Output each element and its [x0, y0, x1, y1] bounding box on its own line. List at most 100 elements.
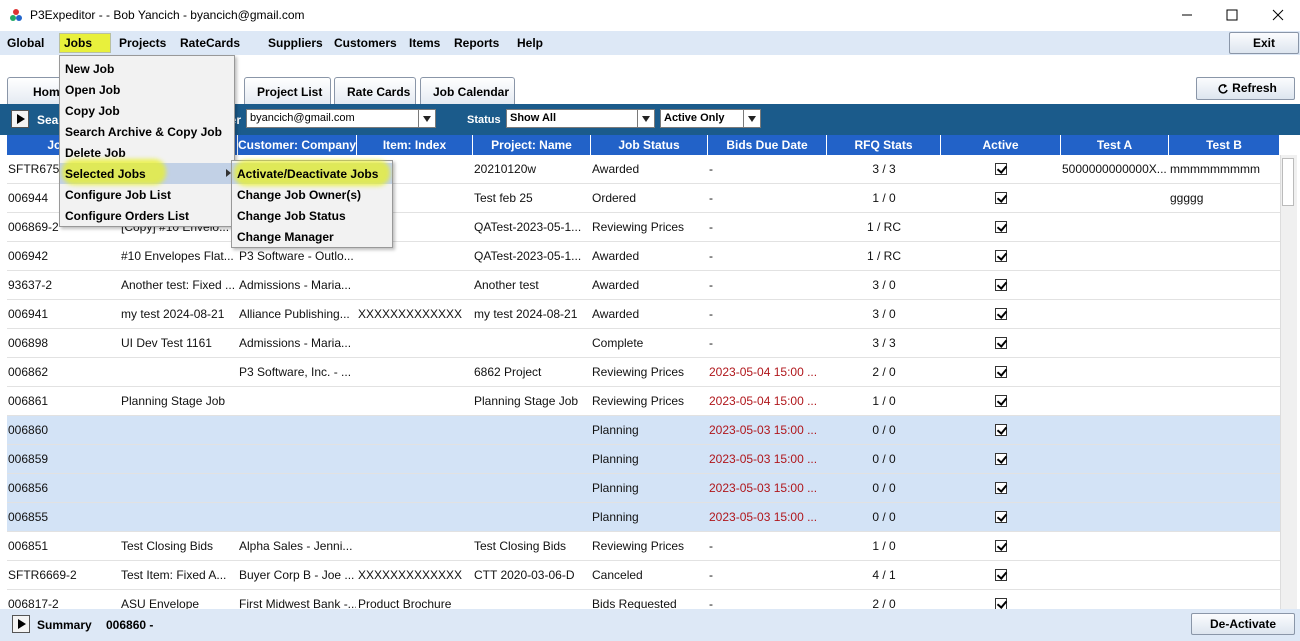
table-row[interactable]: 006941 my test 2024-08-21 Alliance Publish… [7, 300, 1280, 329]
table-row[interactable]: 006898 UI Dev Test 1161 Admissions - Maria… [7, 329, 1280, 358]
active-checkbox[interactable] [995, 453, 1007, 465]
window-controls[interactable] [1170, 0, 1300, 31]
table-cell: Complete [592, 336, 644, 350]
active-checkbox[interactable] [995, 395, 1007, 407]
owner-select[interactable]: byancich@gmail.com [246, 109, 436, 128]
menu-item[interactable]: Copy Job [65, 104, 120, 118]
active-checkbox[interactable] [995, 221, 1007, 233]
menu-item[interactable]: Jobs [64, 36, 93, 50]
table-cell: 2023-05-03 15:00 ... [709, 481, 818, 495]
table-cell: P3 Software, Inc. - ... [239, 365, 352, 379]
table-cell: 0 / 0 [872, 452, 896, 466]
dropdown-arrow [637, 110, 654, 127]
table-cell: Awarded [592, 162, 640, 176]
table-cell: 006859 [8, 452, 49, 466]
table-cell: - [709, 220, 713, 234]
column-header: Project: Name [473, 135, 591, 155]
menu-item[interactable]: Selected Jobs [65, 167, 146, 181]
column-header: RFQ Stats [827, 135, 941, 155]
table-cell: my test 2024-08-21 [121, 307, 225, 321]
table-cell: 1 / 0 [872, 191, 896, 205]
active-checkbox[interactable] [995, 424, 1007, 436]
active-checkbox[interactable] [995, 308, 1007, 320]
refresh-button[interactable]: Refresh [1196, 77, 1295, 100]
tab[interactable]: Project List [244, 77, 331, 104]
table-cell: - [709, 307, 713, 321]
table-row[interactable]: 006861 Planning Stage Job Planning Stage J… [7, 387, 1280, 416]
table-cell: 1 / RC [866, 249, 901, 263]
active-checkbox[interactable] [995, 337, 1007, 349]
deactivate-button[interactable]: De-Activate [1191, 613, 1295, 635]
menu-item[interactable]: Change Job Owner(s) [237, 188, 362, 202]
play-button[interactable] [11, 110, 29, 128]
table-cell: - [709, 336, 713, 350]
menu-item[interactable]: Customers [334, 36, 397, 50]
active-checkbox[interactable] [995, 569, 1007, 581]
menu-item[interactable]: Search Archive & Copy Job [65, 125, 222, 139]
table-cell: Another test: Fixed ... [121, 278, 236, 292]
table-row[interactable]: 006862 P3 Software, Inc. - ... 6862 Projec… [7, 358, 1280, 387]
menu-item[interactable]: Reports [454, 36, 500, 50]
table-cell: #10 Envelopes Flat... [121, 249, 234, 263]
menu-item[interactable]: Configure Orders List [65, 209, 190, 223]
menu-item[interactable]: Activate/Deactivate Jobs [237, 167, 379, 181]
table-row[interactable]: 006942 #10 Envelopes Flat... P3 Software -… [7, 242, 1280, 271]
table-cell: 006898 [8, 336, 49, 350]
table-cell: 0 / 0 [872, 423, 896, 437]
active-checkbox[interactable] [995, 192, 1007, 204]
table-cell: 006869-2 [8, 220, 59, 234]
table-row[interactable]: 006817-2 ASU Envelope First Midwest Bank -… [7, 590, 1280, 609]
table-cell: 0 / 0 [872, 481, 896, 495]
table-row[interactable]: 006860 Planning 2023-05-03 15:00 ... 0 / 0 [7, 416, 1280, 445]
menu-item[interactable]: Configure Job List [65, 188, 171, 202]
summary-value: 006860 - [106, 618, 154, 632]
menu-item[interactable]: Suppliers [268, 36, 323, 50]
table-cell: Admissions - Maria... [239, 278, 352, 292]
table-cell: Awarded [592, 278, 640, 292]
table-row[interactable]: 93637-2 Another test: Fixed ... Admissions… [7, 271, 1280, 300]
table-cell: - [709, 249, 713, 263]
menu-item[interactable]: Change Job Status [237, 209, 346, 223]
table-row[interactable]: 006856 Planning 2023-05-03 15:00 ... 0 / 0 [7, 474, 1280, 503]
table-cell: 4 / 1 [872, 568, 896, 582]
active-checkbox[interactable] [995, 598, 1007, 609]
status-bar: Summary 006860 - De-Activate [0, 609, 1300, 641]
menu-item[interactable]: New Job [65, 62, 115, 76]
table-cell: Test feb 25 [474, 191, 533, 205]
column-header: Test B [1169, 135, 1280, 155]
menu-item[interactable]: Help [517, 36, 544, 50]
table-cell: 006817-2 [8, 597, 59, 609]
menu-item[interactable]: RateCards [180, 36, 241, 50]
menu-item[interactable]: Change Manager [237, 230, 334, 244]
menu-item[interactable]: Projects [119, 36, 167, 50]
active-checkbox[interactable] [995, 250, 1007, 262]
play-button[interactable] [12, 615, 30, 633]
active-checkbox[interactable] [995, 163, 1007, 175]
table-row[interactable]: 006859 Planning 2023-05-03 15:00 ... 0 / 0 [7, 445, 1280, 474]
table-cell: 006942 [8, 249, 49, 263]
menu-item[interactable]: Open Job [65, 83, 121, 97]
menu-item[interactable]: Items [409, 36, 441, 50]
menu-item[interactable]: Global [7, 36, 45, 50]
active-checkbox[interactable] [995, 279, 1007, 291]
app-icon [10, 9, 22, 21]
table-row[interactable]: 006855 Planning 2023-05-03 15:00 ... 0 / 0 [7, 503, 1280, 532]
active-checkbox[interactable] [995, 366, 1007, 378]
table-cell: Reviewing Prices [592, 220, 685, 234]
table-row[interactable]: 006851 Test Closing Bids Alpha Sales - Jen… [7, 532, 1280, 561]
active-checkbox[interactable] [995, 511, 1007, 523]
exit-button[interactable]: Exit [1229, 32, 1299, 54]
active-checkbox[interactable] [995, 482, 1007, 494]
dropdown-arrow [743, 110, 760, 127]
active-select[interactable]: Active Only [660, 109, 761, 128]
status-select[interactable]: Show All [506, 109, 655, 128]
active-checkbox[interactable] [995, 540, 1007, 552]
table-cell: XXXXXXXXXXXXX [358, 568, 463, 582]
table-cell: 2 / 0 [872, 597, 896, 609]
table-row[interactable]: SFTR6669-2 Test Item: Fixed A... Buyer Cor… [7, 561, 1280, 590]
table-cell: 3 / 0 [872, 307, 896, 321]
tab[interactable]: Rate Cards [334, 77, 416, 104]
tab[interactable]: Job Calendar [420, 77, 515, 104]
menu-item[interactable]: Delete Job [65, 146, 126, 160]
